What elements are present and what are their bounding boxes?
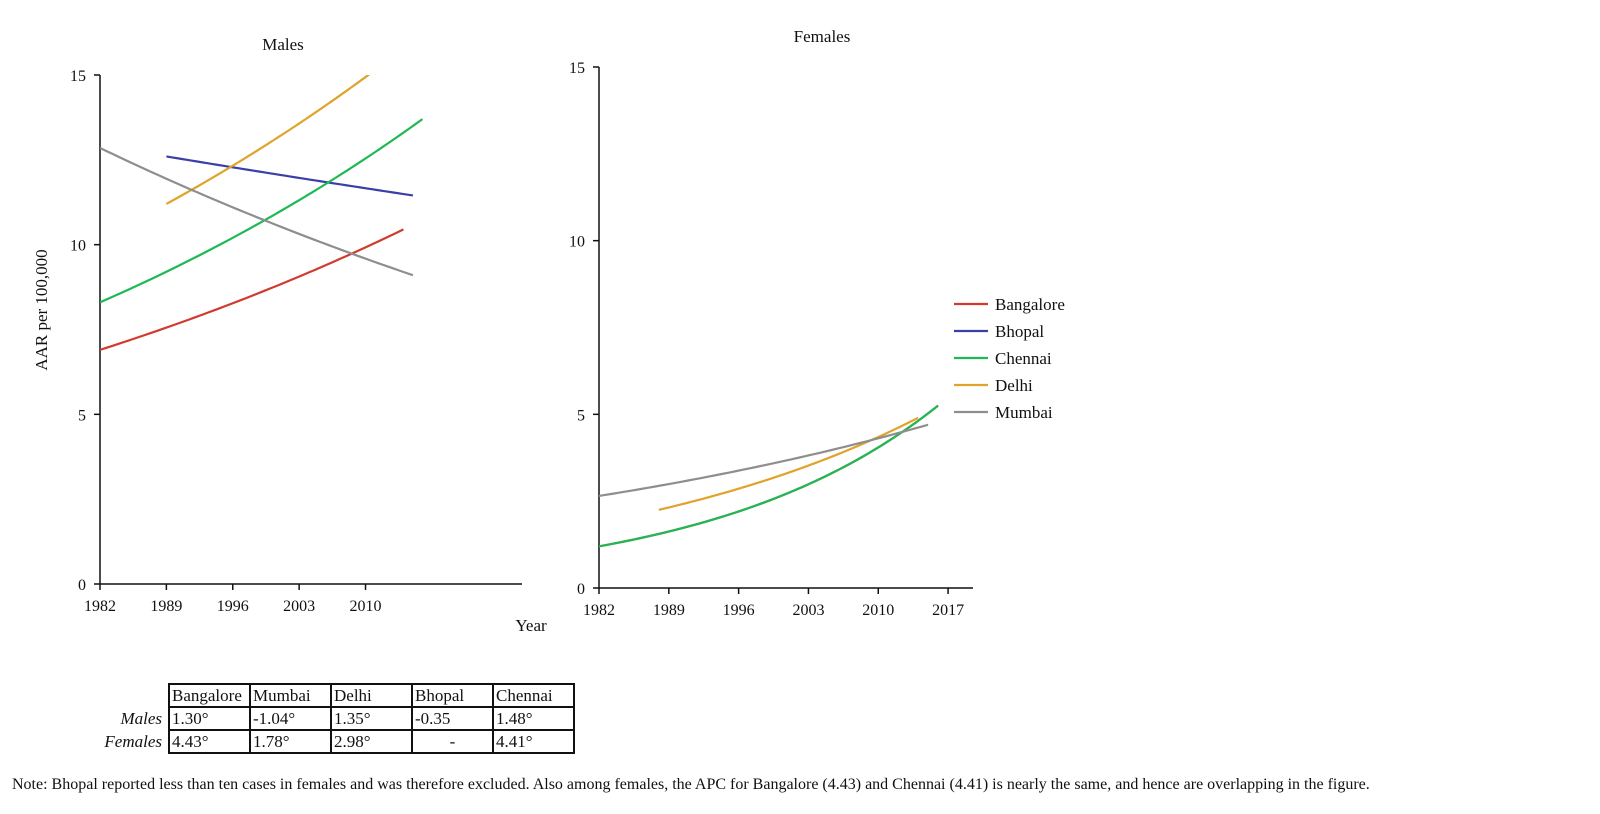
x-tick-label: 1989 xyxy=(653,602,685,619)
series-line-chennai xyxy=(100,118,424,304)
series-line-mumbai xyxy=(100,146,414,277)
legend: Bangalore Bhopal Chennai Delhi Mumbai xyxy=(954,295,1065,422)
apc-table-row-females: Females 4.43° 1.78° 2.98° - 4.41° xyxy=(84,729,575,754)
x-tick-label: 1996 xyxy=(723,602,755,619)
y-axis-label: AAR per 100,000 xyxy=(32,249,51,370)
apc-col-header: Bhopal xyxy=(411,683,494,708)
x-axis-label: Year xyxy=(515,616,547,635)
series-group xyxy=(599,404,939,548)
apc-col-header: Mumbai xyxy=(249,683,332,708)
series-line-delhi xyxy=(658,416,919,511)
apc-cell: 1.30° xyxy=(168,706,251,731)
y-tick-label: 15 xyxy=(70,68,86,85)
legend-label: Bhopal xyxy=(995,322,1044,341)
legend-label: Delhi xyxy=(995,376,1033,395)
apc-col-header: Chennai xyxy=(492,683,575,708)
apc-table: Bangalore Mumbai Delhi Bhopal Chennai Ma… xyxy=(84,683,575,754)
apc-cell: 2.98° xyxy=(330,729,413,754)
chart-title: Females xyxy=(794,27,851,46)
series-line-bhopal xyxy=(166,155,414,197)
females-panel: 0 5 10 15 1982 1989 1996 2003 2010 2017 Females xyxy=(569,27,973,619)
legend-label: Chennai xyxy=(995,349,1052,368)
y-tick-label: 5 xyxy=(577,407,585,424)
y-tick-label: 0 xyxy=(577,581,585,598)
legend-label: Mumbai xyxy=(995,403,1053,422)
apc-cell: 1.48° xyxy=(492,706,575,731)
series-line-bangalore xyxy=(100,228,404,351)
apc-cell: 4.41° xyxy=(492,729,575,754)
apc-cell: -0.35 xyxy=(411,706,494,731)
apc-col-header: Delhi xyxy=(330,683,413,708)
x-tick-label: 2010 xyxy=(862,602,894,619)
y-tick-label: 5 xyxy=(78,407,86,424)
x-tick-label: 2010 xyxy=(350,598,382,615)
series-line-delhi xyxy=(165,75,371,205)
series-line-mumbai xyxy=(599,423,929,498)
apc-table-header-row: Bangalore Mumbai Delhi Bhopal Chennai xyxy=(84,683,575,708)
apc-cell: 4.43° xyxy=(168,729,251,754)
x-tick-label: 1989 xyxy=(150,598,182,615)
apc-row-label: Females xyxy=(104,732,162,751)
x-tick-label: 2003 xyxy=(792,602,824,619)
series-line-chennai xyxy=(599,404,939,548)
apc-cell: 1.35° xyxy=(330,706,413,731)
x-tick-label: 2003 xyxy=(283,598,315,615)
apc-col-header: Bangalore xyxy=(168,683,251,708)
apc-row-label: Males xyxy=(120,709,162,728)
apc-cell: 1.78° xyxy=(249,729,332,754)
series-group xyxy=(100,75,424,351)
x-tick-label: 1982 xyxy=(84,598,116,615)
y-tick-label: 15 xyxy=(569,60,585,77)
x-tick-label: 2017 xyxy=(932,602,964,619)
series-line-bangalore xyxy=(599,404,939,548)
x-tick-label: 1996 xyxy=(217,598,249,615)
apc-cell: -1.04° xyxy=(249,706,332,731)
apc-table-row-males: Males 1.30° -1.04° 1.35° -0.35 1.48° xyxy=(84,706,575,731)
apc-charts-figure: 0 5 10 15 1982 1989 1996 2003 2010 Males Year AAR p… xyxy=(32,27,1065,635)
chart-title: Males xyxy=(262,35,304,54)
males-panel: 0 5 10 15 1982 1989 1996 2003 2010 Males Year AAR p… xyxy=(32,35,547,635)
y-tick-label: 10 xyxy=(569,234,585,251)
y-tick-label: 0 xyxy=(78,577,86,594)
figure-note: Note: Bhopal reported less than ten case… xyxy=(12,776,1370,793)
x-tick-label: 1982 xyxy=(583,602,615,619)
y-tick-label: 10 xyxy=(70,238,86,255)
legend-label: Bangalore xyxy=(995,295,1065,314)
apc-cell: - xyxy=(411,729,494,754)
